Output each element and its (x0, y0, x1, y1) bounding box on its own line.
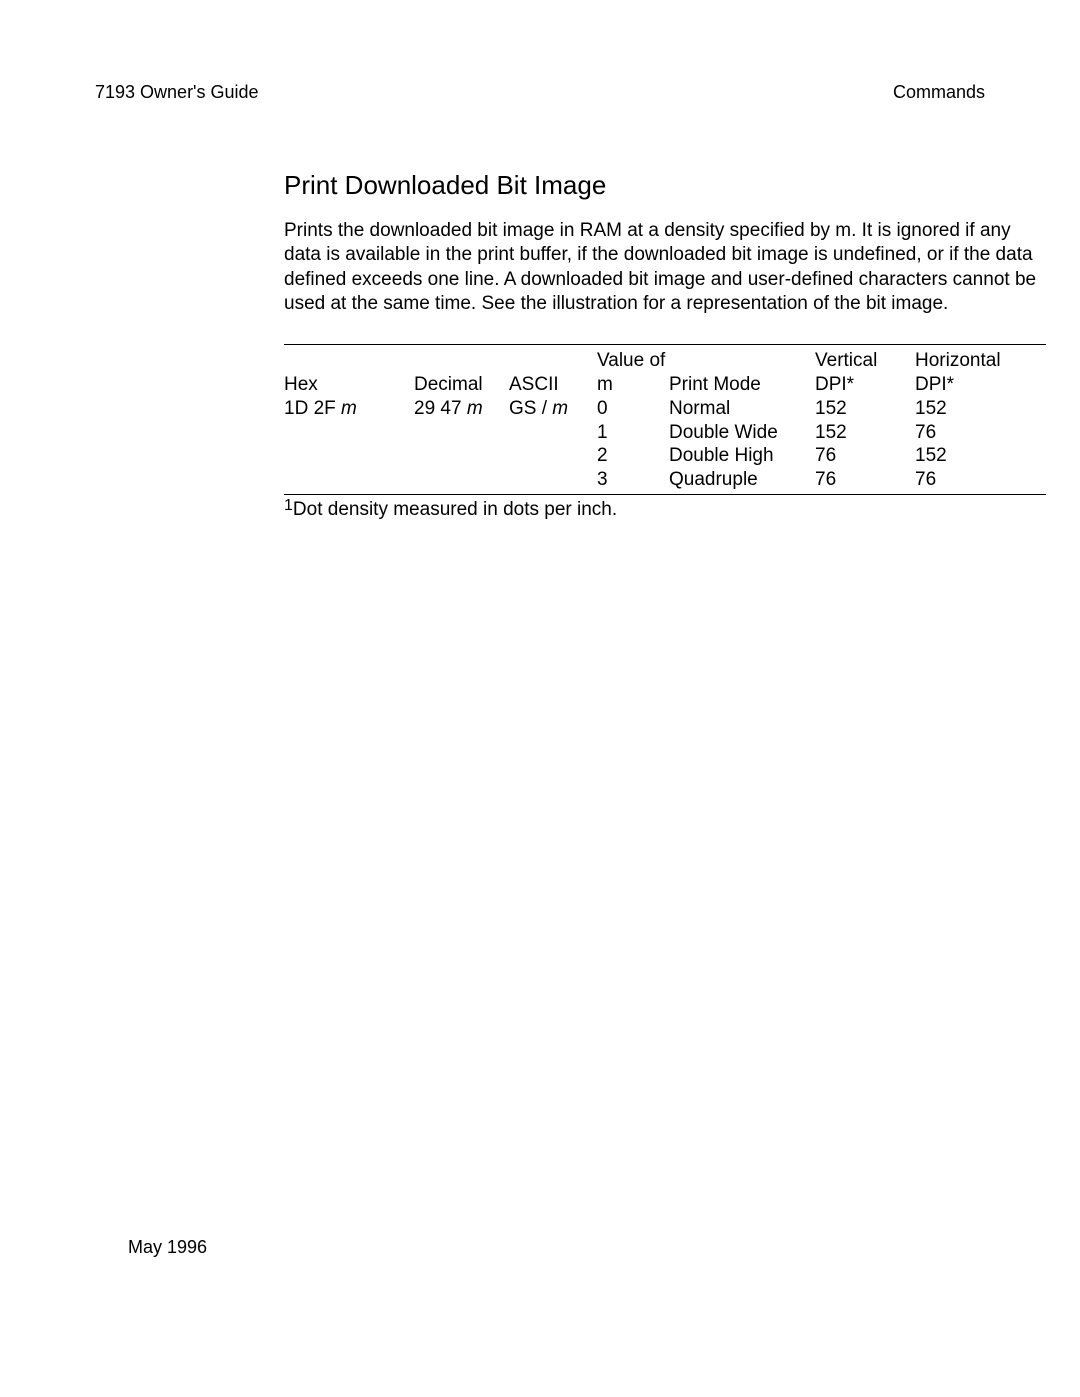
decimal-header: Decimal (414, 373, 509, 397)
section-title: Print Downloaded Bit Image (284, 170, 1046, 201)
table-row: 1D 2F m 29 47 m GS / m 0 Normal 152 152 (284, 397, 1046, 421)
hex-value (284, 421, 414, 445)
hex-italic: m (341, 398, 357, 419)
vert-value: 152 (815, 397, 915, 421)
horiz-value: 152 (915, 397, 1015, 421)
header-left: 7193 Owner's Guide (95, 82, 259, 103)
vert-value: 152 (815, 421, 915, 445)
decimal-value (414, 468, 509, 492)
table-header-lower: Hex Decimal ASCII m Print Mode DPI* DPI* (284, 373, 1046, 397)
ascii-value (509, 444, 597, 468)
vdpi-header: DPI* (815, 373, 915, 397)
hex-value: 1D 2F (284, 398, 341, 419)
ascii-value (509, 421, 597, 445)
m-value: 2 (597, 444, 669, 468)
ascii-italic: m (552, 398, 568, 419)
page-footer: May 1996 (128, 1237, 207, 1258)
ascii-header: ASCII (509, 373, 597, 397)
print-mode-header: Print Mode (669, 373, 815, 397)
horiz-value: 152 (915, 444, 1015, 468)
m-value: 0 (597, 397, 669, 421)
decimal-value (414, 444, 509, 468)
ascii-value: GS / (509, 398, 552, 419)
decimal-italic: m (467, 398, 483, 419)
blank-cell (509, 349, 597, 373)
m-value: 1 (597, 421, 669, 445)
main-content: Print Downloaded Bit Image Prints the do… (284, 170, 1046, 521)
vertical-label: Vertical (815, 349, 915, 373)
page-header: 7193 Owner's Guide Commands (95, 82, 985, 103)
horiz-value: 76 (915, 421, 1015, 445)
table-row: 2 Double High 76 152 (284, 444, 1046, 468)
decimal-value: 29 47 (414, 398, 467, 419)
footnote: 1Dot density measured in dots per inch. (284, 499, 1046, 521)
hex-header: Hex (284, 373, 414, 397)
hex-value (284, 468, 414, 492)
mode-value: Normal (669, 397, 815, 421)
header-right: Commands (893, 82, 985, 103)
decimal-value (414, 421, 509, 445)
value-of-label: Value of (597, 349, 815, 373)
footnote-marker: 1 (284, 497, 293, 514)
blank-cell (284, 349, 414, 373)
vert-value: 76 (815, 444, 915, 468)
mode-value: Double High (669, 444, 815, 468)
parameters-table: Value of Vertical Horizontal Hex Decimal… (284, 344, 1046, 495)
footer-date: May 1996 (128, 1237, 207, 1257)
table-row: 3 Quadruple 76 76 (284, 468, 1046, 494)
horizontal-label: Horizontal (915, 349, 1015, 373)
hex-value (284, 444, 414, 468)
horiz-value: 76 (915, 468, 1015, 492)
m-header: m (597, 373, 669, 397)
ascii-value (509, 468, 597, 492)
blank-cell (414, 349, 509, 373)
vert-value: 76 (815, 468, 915, 492)
section-body: Prints the downloaded bit image in RAM a… (284, 219, 1046, 316)
mode-value: Double Wide (669, 421, 815, 445)
table-row: 1 Double Wide 152 76 (284, 421, 1046, 445)
m-value: 3 (597, 468, 669, 492)
hdpi-header: DPI* (915, 373, 1015, 397)
mode-value: Quadruple (669, 468, 815, 492)
footnote-text: Dot density measured in dots per inch. (293, 499, 617, 520)
table-header-upper: Value of Vertical Horizontal (284, 345, 1046, 373)
